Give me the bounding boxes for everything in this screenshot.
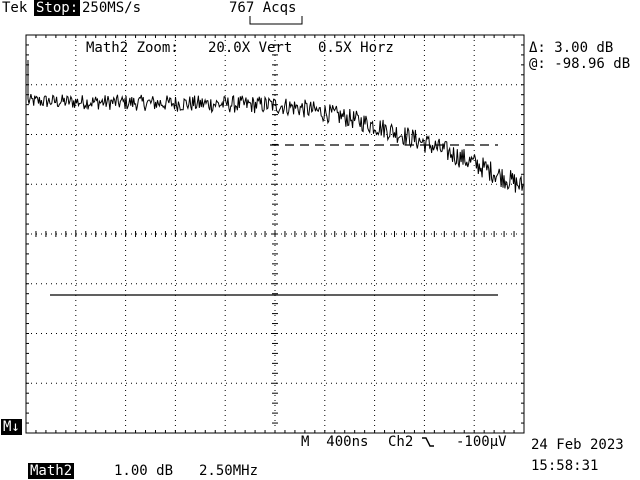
date: 24 Feb 2023: [531, 437, 624, 453]
record-position-bracket: [249, 16, 303, 25]
zoom-label: Math2 Zoom:: [86, 40, 179, 56]
math2-trace: [27, 60, 524, 193]
trigger-level: -100µV: [456, 434, 507, 450]
timebase: M 400ns: [301, 434, 369, 450]
zoom-vertical: 20.0X Vert: [208, 40, 293, 56]
math-scale: 1.00 dB: [114, 463, 174, 479]
math-marker[interactable]: M↓: [1, 419, 22, 435]
time: 15:58:31: [531, 458, 599, 474]
math-frequency: 2.50MHz: [199, 463, 259, 479]
cursor-at-readout: @: -98.96 dB: [529, 56, 631, 72]
zoom-horizontal: 0.5X Horz: [318, 40, 394, 56]
graticule: [25, 34, 525, 434]
run-state-badge[interactable]: Stop:: [34, 0, 81, 16]
brand-label: Tek: [2, 0, 28, 16]
math-channel-badge[interactable]: Math2: [28, 463, 75, 479]
cursor-delta-readout: Δ: 3.00 dB: [529, 40, 614, 56]
sample-rate: 250MS/s: [82, 0, 142, 16]
trigger-channel: Ch2: [388, 434, 414, 450]
falling-edge-icon: [422, 437, 434, 447]
acquisition-count: 767 Acqs: [229, 0, 297, 16]
